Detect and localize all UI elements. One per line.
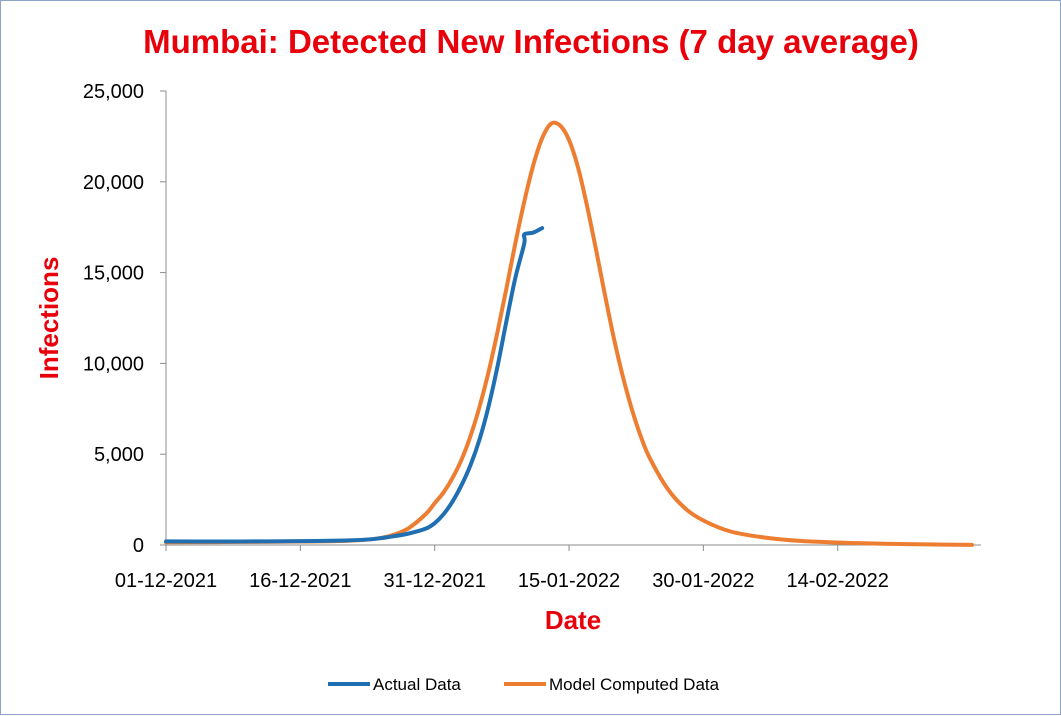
x-tick-label: 01-12-2021 [115, 570, 217, 592]
x-tick-label: 15-01-2022 [518, 570, 620, 592]
legend-label-model-computed-data: Model Computed Data [549, 675, 720, 694]
axes: 0 5,000 10,000 15,000 20,000 25,000 01-12-2021… [83, 81, 981, 592]
series-line-actual-data [164, 226, 545, 544]
x-axis-title: Date [545, 605, 601, 635]
y-axis-title: Infections [34, 257, 64, 380]
y-tick-label: 10,000 [83, 353, 144, 375]
y-tick-label: 20,000 [83, 172, 144, 194]
y-tick-label: 5,000 [94, 444, 144, 466]
chart-title: Mumbai: Detected New Infections (7 day a… [143, 23, 919, 60]
y-tick-label: 25,000 [83, 81, 144, 103]
legend-label-actual-data: Actual Data [373, 675, 461, 694]
x-tick-label: 31-12-2021 [384, 570, 486, 592]
x-tick-label: 30-01-2022 [652, 570, 754, 592]
legend: Actual Data Model Computed Data [328, 675, 720, 694]
x-tick-label: 14-02-2022 [787, 570, 889, 592]
series-layer [164, 120, 975, 547]
series-line-model-computed-data [164, 120, 975, 547]
y-tick-label: 15,000 [83, 263, 144, 285]
y-tick-label: 0 [133, 535, 144, 557]
x-tick-label: 16-12-2021 [249, 570, 351, 592]
